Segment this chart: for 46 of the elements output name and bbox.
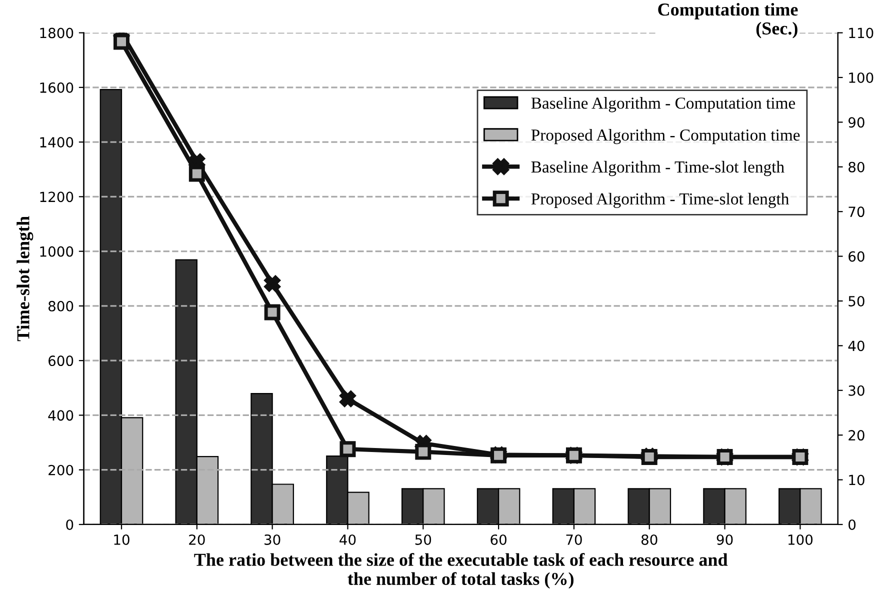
x-tick-label: 40 — [340, 534, 356, 545]
x-tick-label: 10 — [114, 534, 130, 545]
x-tick-label: 20 — [189, 534, 205, 545]
point — [415, 444, 432, 460]
x-tick-label: 50 — [415, 534, 432, 545]
y2-tick-label: 20 — [848, 430, 864, 441]
y2-tick-label: 0 — [848, 519, 856, 530]
y-tick-label: 1800 — [40, 28, 74, 38]
y-axis-title: Time-slot length — [16, 216, 34, 342]
x-tick-label: 30 — [264, 534, 280, 545]
point — [188, 166, 205, 182]
y-tick-label: 1200 — [40, 192, 74, 202]
legend-label: Proposed Algorithm - Computation time — [531, 128, 800, 144]
y2-tick-label: 10 — [849, 474, 864, 486]
y-tick-label: 200 — [48, 464, 74, 476]
y2-tick-label: 110 — [849, 28, 874, 38]
y2-tick-label: 100 — [849, 72, 874, 83]
y2-tick-label: 50 — [848, 296, 864, 306]
point — [340, 390, 356, 407]
point — [264, 304, 280, 320]
y2-tick-label: 60 — [848, 251, 864, 262]
y2-tick-label: 70 — [848, 206, 864, 218]
y-tick-label: 400 — [48, 410, 74, 421]
y-tick-label: 800 — [48, 300, 74, 312]
x-axis-title: The ratio between the size of the executable task of each resource and the number of total tasks (%) — [194, 553, 728, 589]
y-tick-label: 1000 — [40, 246, 74, 257]
y2-tick-label: 80 — [848, 162, 864, 172]
legend-label: Proposed Algorithm - Time-slot length — [531, 192, 789, 208]
point — [114, 34, 130, 50]
y2-axis-title: Computation time (Sec.) — [658, 2, 798, 38]
y-tick-label: 0 — [66, 519, 74, 530]
x-tick-label: 90 — [716, 534, 733, 545]
point — [264, 276, 280, 292]
x-tick-label: 100 — [788, 534, 813, 545]
y2-tick-label: 30 — [848, 385, 864, 396]
y-tick-label: 600 — [48, 356, 74, 366]
point — [340, 441, 356, 458]
y2-tick-label: 40 — [848, 340, 864, 352]
x-tick-label: 70 — [566, 534, 582, 545]
y-tick-label: 1400 — [40, 137, 74, 148]
legend-label: Baseline Algorithm - Time-slot length — [531, 160, 784, 176]
y-tick-label: 1600 — [40, 82, 74, 93]
x-tick-label: 60 — [490, 534, 506, 545]
legend-label: Baseline Algorithm - Computation time — [531, 97, 796, 112]
x-tick-label: 80 — [641, 534, 658, 545]
y2-tick-label: 90 — [848, 117, 864, 128]
